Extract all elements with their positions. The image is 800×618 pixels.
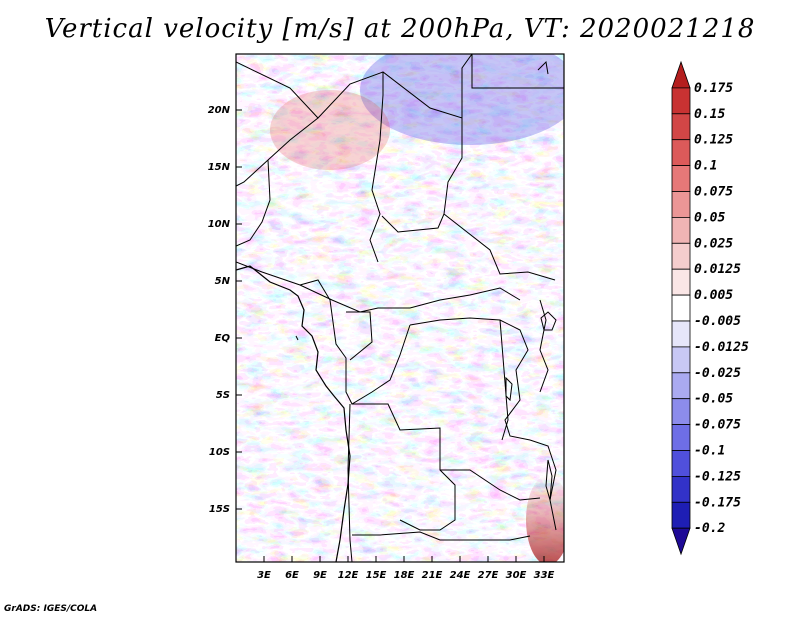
colorbar-label: 0.005	[694, 288, 733, 303]
colorbar-label: 0.1	[694, 159, 717, 174]
lon-label: 9E	[313, 570, 327, 581]
lon-label: 12E	[338, 570, 359, 581]
colorbar-swatch	[671, 424, 691, 451]
lat-label: 10S	[209, 447, 230, 458]
lat-label: 20N	[208, 105, 231, 116]
colorbar-label: -0.125	[694, 469, 741, 484]
colorbar-label: -0.075	[694, 418, 741, 433]
country-boundaries	[236, 54, 564, 562]
colorbar-swatch	[671, 346, 691, 374]
colorbar-swatch	[671, 87, 691, 115]
colorbar: 0.175 0.15 0.125 0.1 0.075 0.05 0.025 0.0125 0.0…	[671, 60, 749, 556]
lon-label: 15E	[366, 570, 387, 581]
lon-label: 27E	[478, 570, 499, 581]
colorbar-swatch	[671, 165, 691, 192]
colorbar-swatch	[671, 398, 691, 426]
colorbar-swatch	[671, 268, 691, 296]
longitude-labels: 3E 6E 9E 12E 15E 18E 21E 24E 27E 30E 33E	[257, 570, 554, 581]
lon-label: 24E	[450, 570, 471, 581]
latitude-labels: 20N 15N 10N 5N EQ 5S 10S 15S	[208, 105, 231, 515]
grads-credit: GrADS: IGES/COLA	[4, 604, 98, 614]
coastline	[236, 265, 351, 562]
colorbar-label: 0.025	[694, 236, 733, 251]
colorbar-swatch	[671, 450, 691, 477]
plot-frame	[235, 53, 565, 563]
colorbar-label: 0.175	[694, 81, 733, 96]
vertical-velocity-field	[236, 54, 564, 562]
lon-label: 3E	[257, 570, 271, 581]
colorbar-label: 0.125	[694, 133, 733, 148]
colorbar-swatch	[671, 216, 691, 244]
colorbar-swatch	[671, 320, 691, 348]
lat-label: 15N	[208, 162, 231, 173]
lat-label: 5N	[215, 276, 231, 287]
colorbar-swatch	[671, 242, 691, 270]
chart-title: Vertical velocity [m/s] at 200hPa, VT: 2…	[44, 14, 756, 44]
colorbar-label: 0.05	[694, 210, 725, 225]
lon-label: 33E	[534, 570, 555, 581]
lat-label: EQ	[215, 333, 231, 344]
colorbar-label: -0.0125	[694, 340, 749, 355]
colorbar-label: -0.175	[694, 495, 741, 510]
lon-label: 6E	[285, 570, 299, 581]
axis-ticks	[236, 109, 545, 562]
colorbar-label: -0.05	[694, 392, 733, 407]
colorbar-label: 0.15	[694, 107, 725, 122]
colorbar-swatch	[671, 475, 691, 503]
lon-label: 18E	[394, 570, 415, 581]
colorbar-swatch	[671, 60, 691, 89]
colorbar-swatch	[671, 501, 691, 529]
colorbar-swatch	[671, 372, 691, 400]
colorbar-label: -0.1	[694, 444, 725, 459]
lon-label: 21E	[422, 570, 443, 581]
colorbar-label: -0.2	[694, 521, 725, 536]
colorbar-swatch	[671, 113, 691, 141]
colorbar-label: -0.025	[694, 366, 741, 381]
colorbar-swatch	[671, 527, 691, 556]
lakes	[295, 60, 557, 501]
colorbar-label: 0.0125	[694, 262, 741, 277]
colorbar-swatch	[671, 191, 691, 218]
lat-label: 10N	[208, 219, 231, 230]
lon-label: 30E	[506, 570, 527, 581]
colorbar-swatch	[671, 139, 691, 166]
colorbar-label: -0.005	[694, 314, 741, 329]
lat-label: 15S	[209, 504, 230, 515]
colorbar-swatch	[671, 294, 691, 322]
lat-label: 5S	[216, 390, 230, 401]
colorbar-label: 0.075	[694, 185, 733, 200]
